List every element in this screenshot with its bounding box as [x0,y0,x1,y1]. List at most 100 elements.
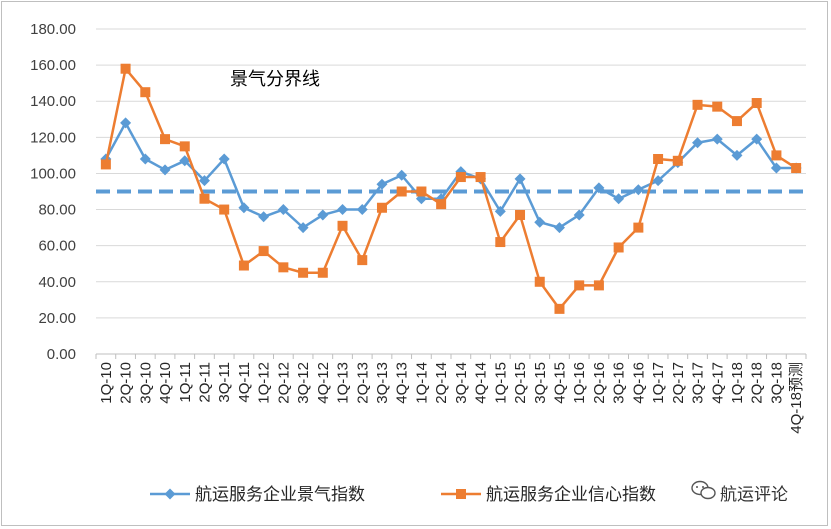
data-point [574,280,585,291]
data-point [455,172,466,183]
data-point [396,169,408,181]
data-point [712,101,723,112]
x-tick-label: 2Q-12 [275,362,292,404]
x-tick-label: 1Q-16 [571,362,588,404]
x-tick-label: 4Q-11 [236,362,253,403]
data-point [297,222,309,234]
y-tick-label: 120.00 [30,129,76,146]
x-axis: 1Q-10 2Q-10 3Q-10 4Q-10 1Q-11 2Q-11 3Q-11 4Q-11… [95,353,807,434]
data-point [593,280,604,291]
x-tick-label: 1Q-14 [413,362,430,404]
data-point [751,98,762,109]
data-point [613,242,624,253]
data-point [514,173,526,185]
legend-item: 航运服务企业景气指数 [150,485,365,505]
data-point [495,237,506,248]
watermark-text: 航运评论 [720,485,788,505]
data-point [416,186,427,197]
x-tick-label: 1Q-10 [98,362,115,404]
data-point [160,134,171,145]
data-point [258,211,270,223]
data-point [396,186,407,197]
x-tick-label: 1Q-18 [729,362,746,404]
series-line [104,121,797,229]
legend-item: 航运服务企业信心指数 [441,485,656,505]
data-point [139,153,151,165]
y-tick-label: 180.00 [30,21,76,38]
data-point [791,163,802,174]
data-point [317,267,328,278]
data-point [356,204,368,216]
x-tick-label: 2Q-11 [196,362,213,403]
y-tick-label: 160.00 [30,57,76,74]
x-tick-label: 4Q-16 [630,362,647,404]
data-point [140,87,151,98]
data-point [633,222,644,233]
y-tick-label: 20.00 [38,310,76,327]
x-tick-label: 3Q-12 [295,362,312,404]
x-tick-label: 4Q-14 [473,362,490,404]
data-point [219,204,230,215]
x-tick-label: 2Q-15 [512,362,529,404]
x-tick-label: 4Q-18预测 [788,362,805,434]
x-tick-label: 2Q-18 [749,362,766,404]
data-point [179,141,190,152]
data-point [672,155,683,166]
data-point [771,150,782,161]
data-point [277,204,289,216]
x-tick-label: 3Q-11 [216,362,233,403]
data-point [711,133,723,145]
x-tick-label: 1Q-15 [492,362,509,404]
data-point [494,205,506,217]
y-tick-label: 60.00 [38,238,76,255]
legend-marker [456,489,466,499]
data-point [238,260,249,271]
data-point [653,154,664,164]
data-point [317,209,329,221]
data-point [218,153,230,165]
data-point [534,276,545,287]
x-tick-label: 3Q-17 [690,362,707,404]
data-point [692,137,704,149]
x-tick-label: 1Q-12 [256,362,273,404]
watermark: 航运评论 [691,480,788,505]
data-point [751,133,763,145]
data-point [179,155,191,167]
wechat-icon [691,480,716,500]
data-point [554,303,565,314]
data-point [198,175,210,187]
x-tick-label: 2Q-10 [118,362,135,404]
x-tick-label: 2Q-16 [591,362,608,404]
data-point [199,193,210,204]
data-point [376,202,387,213]
data-point [120,117,132,129]
x-tick-label: 4Q-13 [394,362,411,404]
data-point [515,209,526,220]
data-point [613,193,625,205]
data-point [731,149,743,161]
data-point [632,184,644,196]
data-point [593,182,605,194]
legend-label: 航运服务企业景气指数 [195,485,365,505]
series-group [100,63,802,314]
data-point [376,178,388,190]
x-tick-label: 3Q-18 [768,362,785,404]
y-axis-ticks: 0.00 20.00 40.00 60.00 80.00 100.00 120.00 140.… [30,21,76,363]
data-point [238,202,250,214]
y-tick-label: 0.00 [47,346,76,363]
x-tick-label: 3Q-14 [453,362,470,404]
series-2 [100,63,802,314]
x-tick-label: 4Q-12 [315,362,332,404]
data-point [337,220,348,231]
data-point [278,262,289,273]
x-tick-label: 4Q-10 [157,362,174,404]
x-tick-label: 1Q-11 [177,362,194,403]
data-point [159,164,171,176]
threshold-label: 景气分界线 [230,69,320,90]
data-point [770,162,782,174]
data-point [692,99,703,110]
data-point [731,116,742,127]
data-point [573,209,585,221]
